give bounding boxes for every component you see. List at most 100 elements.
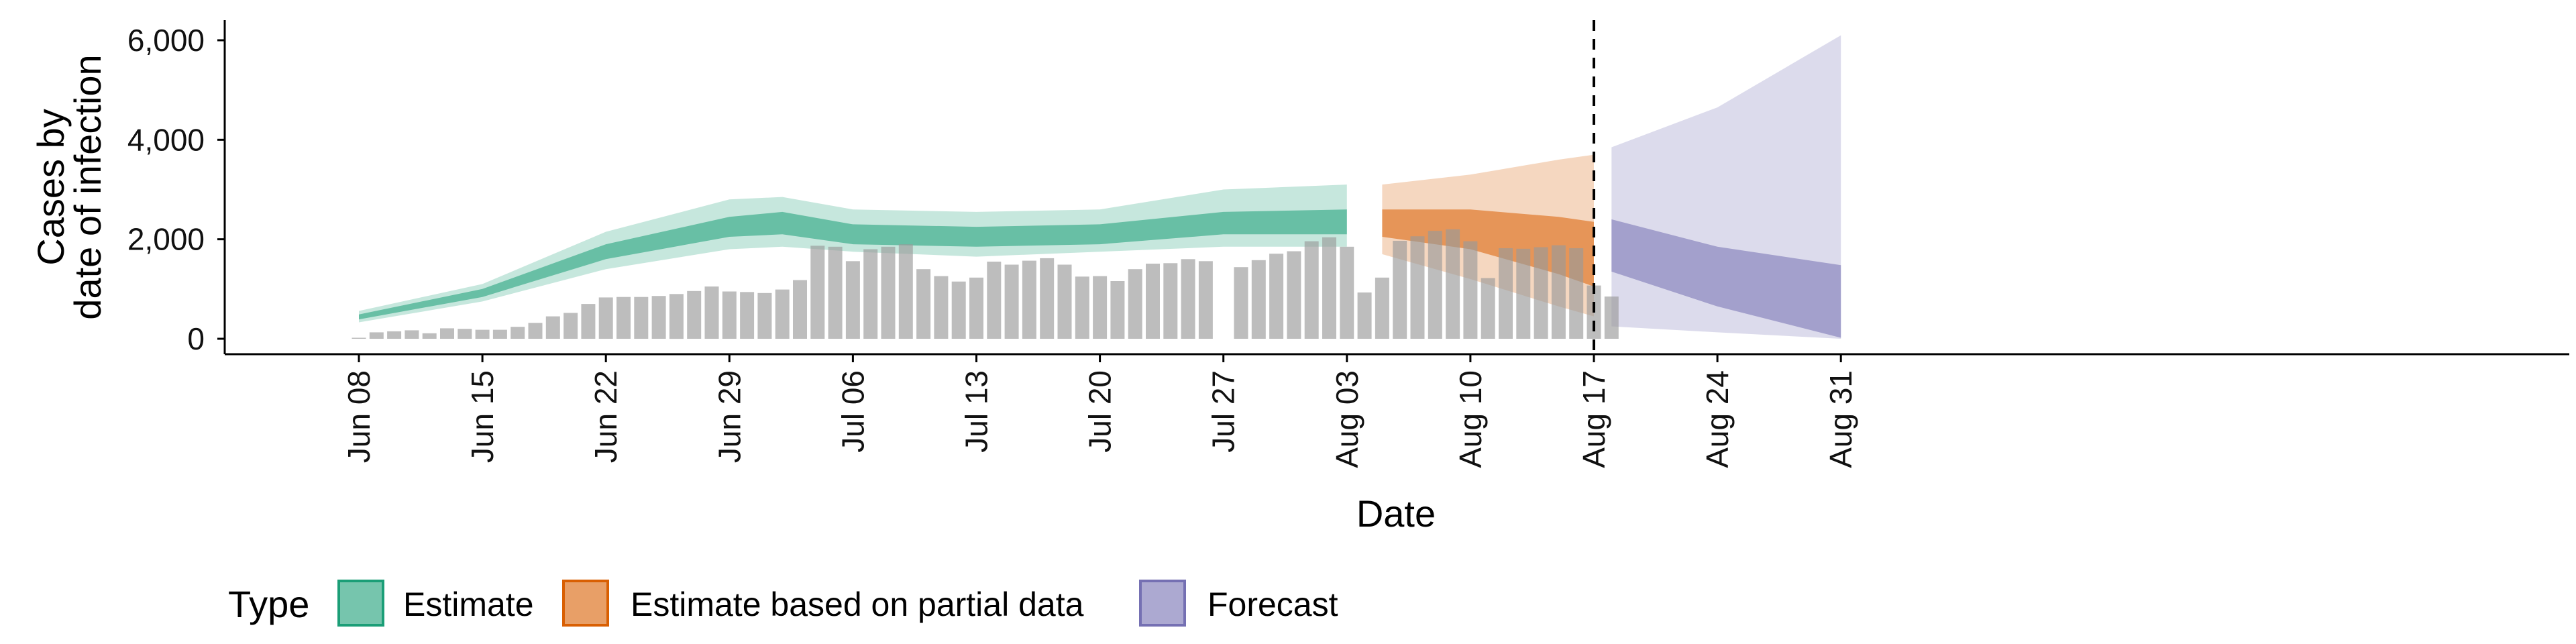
x-axis-ticks: Jun 08 Jun 15 Jun 22 Jun 29 Jul 06 Jul 13 Jul … — [341, 354, 1858, 468]
observed-bar-39 — [1040, 258, 1055, 339]
estimate-bands — [359, 35, 1841, 339]
observed-bar-32 — [916, 269, 931, 339]
observed-bar-53 — [1304, 241, 1319, 339]
observed-bar-23 — [757, 292, 772, 339]
x-tick-label-9: Aug 10 — [1453, 370, 1488, 468]
estimate-band-90 — [359, 184, 1347, 323]
observed-bar-43 — [1110, 281, 1125, 339]
x-axis-title: Date — [1356, 492, 1436, 535]
observed-bar-42 — [1093, 276, 1108, 339]
observed-bar-25 — [793, 280, 807, 339]
observed-bar-15 — [616, 297, 631, 339]
x-tick-label-0: Jun 08 — [341, 370, 376, 463]
observed-bar-57 — [1375, 277, 1389, 339]
observed-bar-52 — [1287, 251, 1301, 339]
x-tick-label-12: Aug 31 — [1823, 370, 1858, 468]
x-tick-label-5: Jul 13 — [959, 370, 994, 453]
observed-bar-55 — [1340, 246, 1354, 339]
y-tick-label-2: 4,000 — [127, 122, 205, 157]
observed-bar-41 — [1075, 276, 1089, 339]
observed-bar-16 — [634, 297, 649, 339]
observed-bar-38 — [1022, 260, 1036, 339]
x-tick-label-4: Jul 06 — [835, 370, 870, 453]
observed-bar-1 — [369, 332, 384, 339]
observed-bar-19 — [687, 290, 702, 339]
observed-bar-6 — [458, 329, 472, 339]
observed-bar-66 — [1534, 247, 1548, 339]
observed-bar-26 — [810, 246, 825, 339]
observed-bar-64 — [1499, 248, 1513, 339]
y-axis-title-line-1: Cases by — [30, 109, 72, 265]
observed-bar-56 — [1357, 292, 1372, 339]
observed-bar-14 — [598, 297, 613, 339]
observed-bar-51 — [1269, 254, 1284, 339]
y-tick-label-1: 2,000 — [127, 222, 205, 257]
observed-bar-22 — [740, 292, 755, 339]
observed-bar-9 — [511, 327, 525, 339]
legend-swatch-forecast — [1139, 580, 1186, 627]
observed-bar-47 — [1181, 259, 1195, 339]
x-tick-label-7: Jul 27 — [1206, 370, 1241, 453]
observed-bar-63 — [1481, 278, 1495, 339]
observed-bar-60 — [1428, 231, 1442, 339]
x-tick-label-3: Jun 29 — [712, 370, 747, 463]
observed-bar-40 — [1057, 264, 1072, 339]
legend-swatch-estimate — [337, 580, 384, 627]
observed-bar-2 — [387, 331, 402, 339]
x-tick-label-8: Aug 03 — [1330, 370, 1364, 468]
observed-bar-48 — [1198, 261, 1213, 339]
observed-bar-20 — [704, 286, 719, 339]
legend-label-forecast: Forecast — [1208, 586, 1338, 623]
observed-bar-34 — [951, 281, 966, 339]
y-tick-label-3: 6,000 — [127, 23, 205, 58]
observed-bar-8 — [492, 329, 507, 339]
observed-bar-10 — [528, 323, 543, 339]
observed-bar-18 — [669, 294, 684, 339]
y-axis-ticks: 0 2,000 4,000 6,000 — [127, 23, 225, 356]
observed-bar-4 — [422, 333, 437, 339]
observed-bar-13 — [581, 304, 596, 339]
observed-bar-68 — [1569, 248, 1584, 339]
observed-bar-65 — [1516, 248, 1531, 339]
x-tick-label-2: Jun 22 — [588, 370, 623, 463]
y-tick-label-0: 0 — [187, 321, 205, 356]
legend: Type Estimate Estimate based on partial … — [228, 580, 1338, 627]
observed-bar-0 — [352, 337, 366, 339]
estimate-band-50 — [359, 209, 1347, 320]
observed-bar-67 — [1551, 245, 1566, 339]
observed-bar-62 — [1463, 241, 1478, 339]
legend-title: Type — [228, 583, 309, 625]
observed-bar-31 — [898, 244, 913, 339]
observed-bar-45 — [1146, 264, 1160, 339]
legend-label-estimate: Estimate — [403, 586, 534, 623]
legend-swatch-partial — [562, 580, 609, 627]
observed-bar-36 — [987, 262, 1002, 339]
y-axis-title-line-2: date of infection — [66, 54, 109, 319]
x-tick-label-11: Aug 24 — [1700, 370, 1735, 468]
observed-bar-28 — [845, 261, 860, 339]
observed-bar-29 — [863, 249, 878, 339]
observed-bar-58 — [1393, 240, 1407, 339]
observed-bar-30 — [881, 246, 896, 339]
forecast-band-50 — [1611, 219, 1841, 338]
legend-label-partial: Estimate based on partial data — [631, 586, 1084, 623]
observed-bar-54 — [1322, 237, 1336, 339]
observed-case-bars — [352, 229, 1619, 339]
observed-bar-61 — [1446, 229, 1460, 339]
observed-bar-46 — [1163, 263, 1178, 339]
observed-bar-49 — [1234, 267, 1248, 339]
x-tick-label-1: Jun 15 — [465, 370, 500, 463]
observed-bar-17 — [651, 296, 666, 339]
observed-bar-27 — [828, 246, 843, 339]
observed-bar-7 — [475, 329, 490, 339]
observed-bar-35 — [969, 277, 983, 339]
observed-bar-11 — [545, 316, 560, 339]
observed-bar-33 — [934, 276, 949, 339]
observed-bar-3 — [405, 330, 419, 339]
observed-bar-59 — [1410, 236, 1425, 339]
observed-bar-37 — [1004, 264, 1019, 339]
observed-bar-5 — [440, 328, 454, 339]
observed-bar-44 — [1128, 269, 1142, 339]
x-tick-label-6: Jul 20 — [1083, 370, 1118, 453]
